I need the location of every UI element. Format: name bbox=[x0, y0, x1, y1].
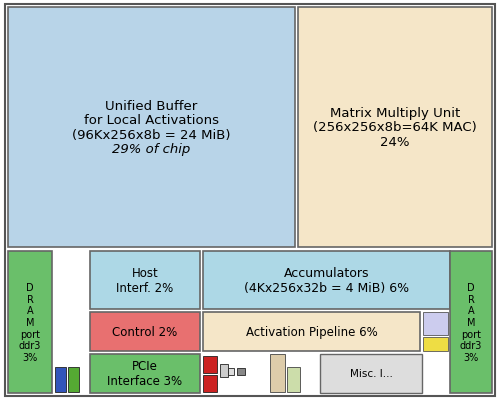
Text: for Local Activations: for Local Activations bbox=[84, 114, 219, 127]
Text: Accumulators
(4Kx256x32b = 4 MiB) 6%: Accumulators (4Kx256x32b = 4 MiB) 6% bbox=[244, 266, 409, 294]
Text: PCIe
Interface 3%: PCIe Interface 3% bbox=[108, 360, 182, 387]
Bar bbox=[228, 368, 234, 375]
Bar bbox=[220, 364, 228, 377]
Bar bbox=[203, 356, 217, 373]
Text: D
R
A
M
port
ddr3
3%: D R A M port ddr3 3% bbox=[460, 282, 482, 362]
Bar bbox=[237, 368, 245, 375]
Text: Host
Interf. 2%: Host Interf. 2% bbox=[116, 266, 173, 294]
Bar bbox=[90, 251, 200, 309]
Bar bbox=[298, 8, 492, 247]
Text: Matrix Multiply Unit
(256x256x8b=64K MAC)
24%: Matrix Multiply Unit (256x256x8b=64K MAC… bbox=[313, 106, 477, 149]
Bar bbox=[423, 337, 448, 351]
Bar bbox=[203, 375, 217, 392]
Text: D
R
A
M
port
ddr3
3%: D R A M port ddr3 3% bbox=[19, 282, 41, 362]
Bar bbox=[203, 251, 450, 309]
Bar bbox=[270, 354, 285, 392]
Bar bbox=[287, 367, 300, 392]
Text: 29% of chip: 29% of chip bbox=[112, 142, 190, 156]
Bar bbox=[450, 251, 492, 393]
Bar bbox=[90, 312, 200, 351]
Bar bbox=[55, 367, 66, 392]
Text: Control 2%: Control 2% bbox=[112, 325, 178, 338]
Bar bbox=[320, 354, 422, 393]
Bar bbox=[423, 312, 448, 335]
Bar bbox=[203, 312, 420, 351]
Text: Unified Buffer: Unified Buffer bbox=[106, 100, 198, 113]
Text: (96Kx256x8b = 24 MiB): (96Kx256x8b = 24 MiB) bbox=[72, 128, 231, 141]
Text: Activation Pipeline 6%: Activation Pipeline 6% bbox=[246, 325, 378, 338]
Bar bbox=[8, 251, 52, 393]
Text: Misc. I...: Misc. I... bbox=[350, 369, 393, 379]
Bar bbox=[68, 367, 79, 392]
Bar bbox=[8, 8, 295, 247]
Bar bbox=[90, 354, 200, 393]
